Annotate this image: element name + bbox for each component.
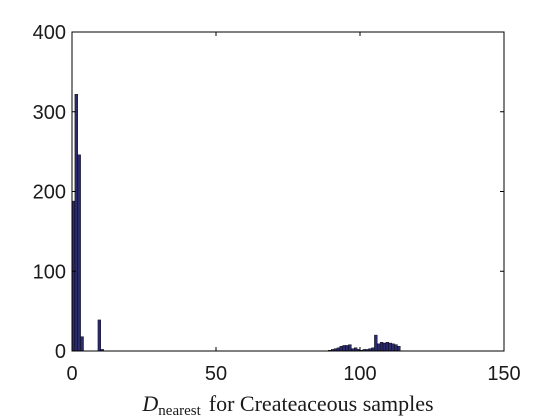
histogram-bar (397, 346, 401, 352)
histogram-bar (348, 344, 352, 352)
histogram-bar (385, 342, 390, 352)
x-tick-label: 100 (343, 363, 376, 385)
y-tick-label: 400 (33, 22, 66, 44)
histogram-bar (339, 346, 343, 352)
x-axis-label-subscript: nearest (158, 403, 201, 419)
histogram-bar (377, 343, 381, 352)
y-tick-label: 200 (33, 182, 66, 204)
histogram-bar (97, 319, 101, 352)
x-axis-label-text: for Createaceous samples (209, 391, 434, 416)
histogram-bar (374, 334, 378, 352)
x-axis-label: Dnearest for Createaceous samples (141, 391, 433, 419)
x-axis-ticks: 0 50 100 150 (66, 32, 521, 385)
histogram-bar (382, 342, 387, 352)
histogram-bar (80, 336, 84, 352)
plot-area (72, 32, 504, 351)
histogram-bar (77, 154, 81, 352)
x-axis-label-symbol: D (141, 391, 158, 416)
histogram-bar (74, 93, 78, 352)
y-tick-label: 0 (55, 341, 66, 363)
histogram-bar (394, 344, 398, 352)
x-tick-label: 50 (205, 363, 227, 385)
histogram-bar (391, 343, 395, 352)
y-tick-label: 300 (33, 102, 66, 124)
y-axis-ticks: 0 100 200 300 400 (33, 22, 504, 363)
y-tick-label: 100 (33, 261, 66, 283)
x-tick-label: 0 (66, 363, 77, 385)
histogram-bar (345, 345, 349, 352)
x-tick-label: 150 (487, 363, 520, 385)
histogram-bar (388, 342, 392, 352)
histogram-bar (379, 342, 384, 352)
histogram-bar (342, 345, 346, 352)
